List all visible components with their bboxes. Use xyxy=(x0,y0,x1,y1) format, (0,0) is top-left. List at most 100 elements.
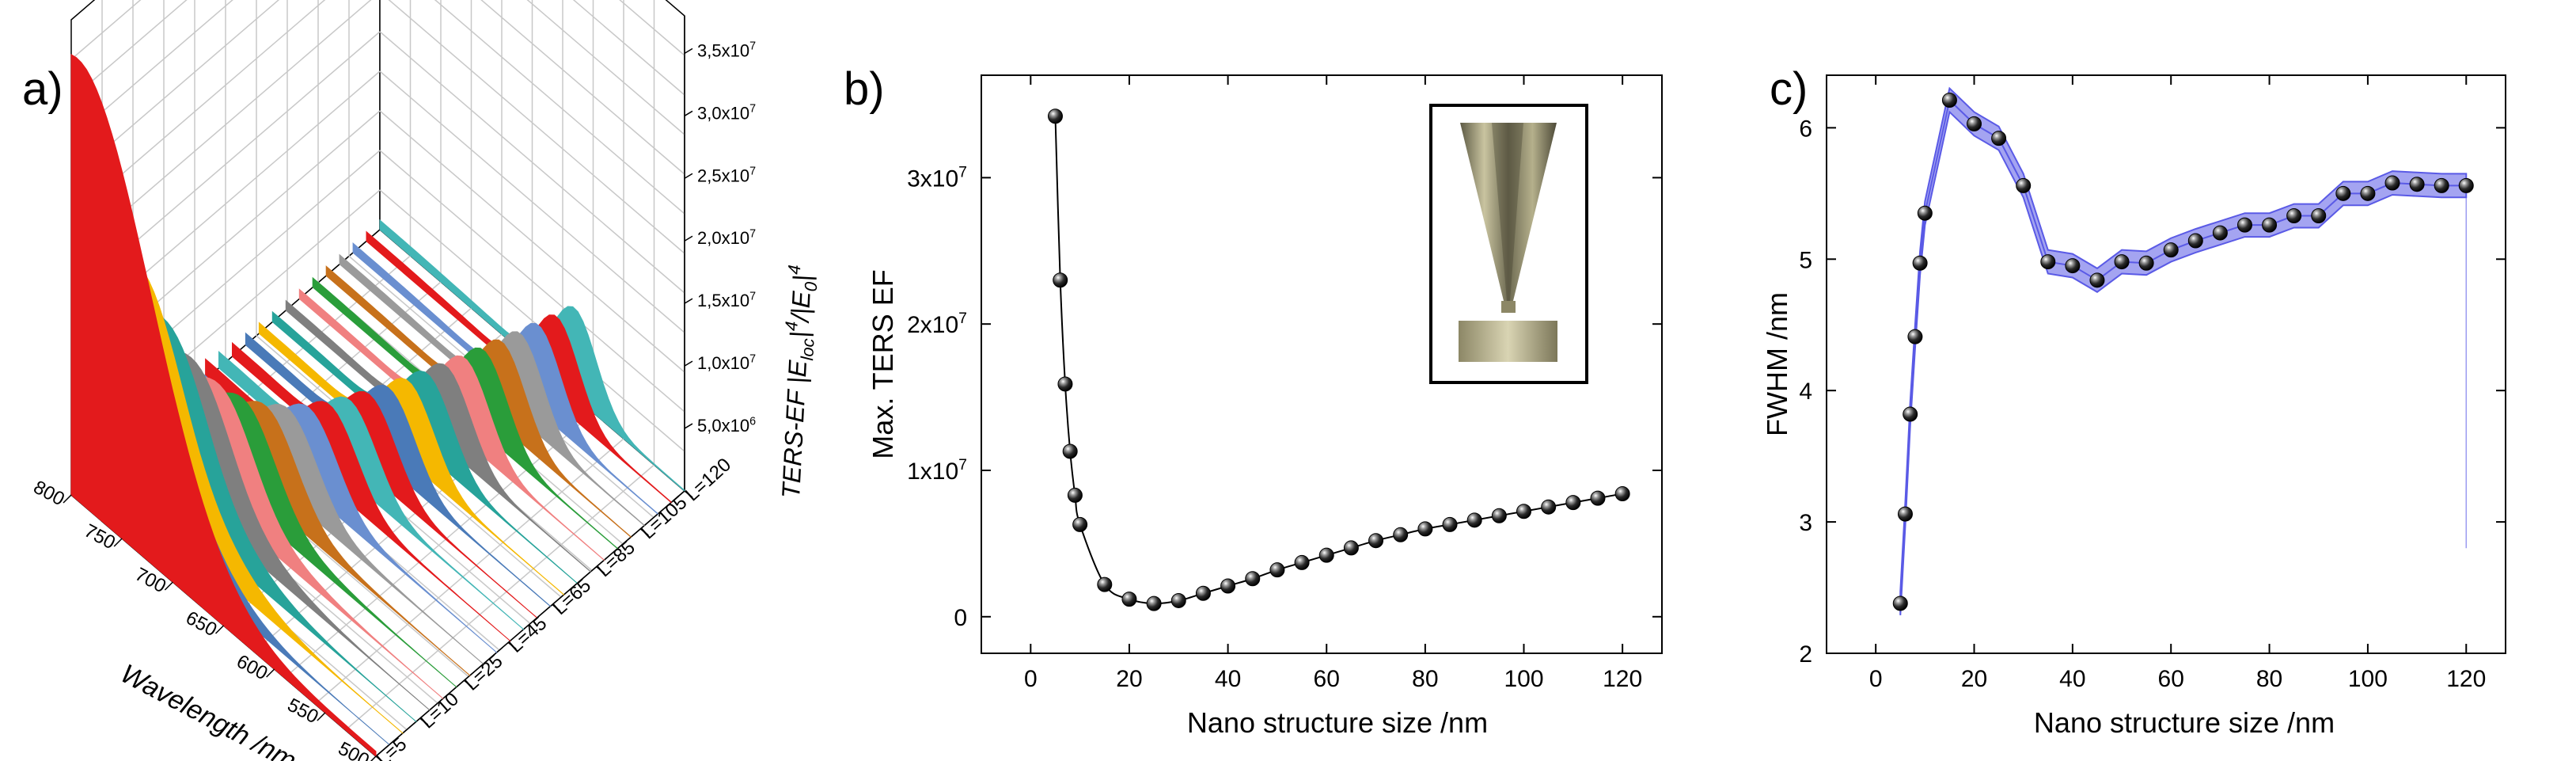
x-tick-label: 60 xyxy=(1314,666,1340,692)
data-point xyxy=(2065,258,2081,274)
z-tick-label: 1,0x107 xyxy=(697,352,756,373)
panel-b-scatter-chart: b) 0 20 40 60 80 100 120 0 1x107 2x107 3x107 Nano … xyxy=(844,63,1663,739)
data-point xyxy=(1195,585,1211,601)
data-point xyxy=(1220,578,1236,594)
data-point xyxy=(1565,495,1581,511)
y-tick-label: 5 xyxy=(1799,247,1812,273)
y-tick-label: 0 xyxy=(954,605,967,631)
data-point xyxy=(1941,93,1957,108)
x-tick-label: 80 xyxy=(2256,666,2282,692)
z-tick-label: 5,0x106 xyxy=(697,415,756,436)
x-tick-label: 800 xyxy=(30,477,68,511)
y-tick-label: 2x107 xyxy=(907,310,967,338)
z-tick-label: 3,0x107 xyxy=(697,103,756,124)
data-point xyxy=(1368,533,1384,549)
data-point xyxy=(1541,499,1557,515)
data-point xyxy=(1393,527,1409,542)
panel-a-ef-ticks: 5,0x106 1,0x107 1,5x107 2,0x107 2,5x107 3,0x1… xyxy=(684,40,756,436)
data-point xyxy=(2089,272,2105,288)
panel-c-label: c) xyxy=(1770,63,1808,115)
x-tick-mark xyxy=(214,625,225,634)
x-tick-mark xyxy=(266,668,275,678)
y-tick-label: 4 xyxy=(1799,379,1812,405)
x-tick-label: 120 xyxy=(1603,666,1642,692)
x-tick-label: 80 xyxy=(1412,666,1438,692)
data-point xyxy=(1614,486,1630,502)
data-point xyxy=(1097,576,1113,592)
data-point xyxy=(1516,504,1532,519)
x-tick-mark xyxy=(370,755,377,761)
data-point xyxy=(1146,595,1162,611)
data-point xyxy=(1903,406,1918,422)
z-tick-mark xyxy=(684,360,693,367)
x-tick-mark xyxy=(63,494,72,504)
data-point xyxy=(1590,490,1606,506)
data-point xyxy=(1072,516,1088,532)
data-point xyxy=(2163,242,2179,258)
data-point xyxy=(2262,217,2278,233)
data-point xyxy=(2040,254,2056,270)
z-tick-mark xyxy=(684,48,693,55)
y-tick-label: 3x107 xyxy=(907,163,967,192)
grid-line xyxy=(70,0,142,60)
data-point xyxy=(2236,217,2252,233)
data-point xyxy=(1917,205,1933,221)
data-point xyxy=(2212,225,2228,241)
data-point xyxy=(1057,376,1073,392)
data-point xyxy=(1067,487,1083,503)
panel-a-z-axis-title: TERS-EF |Eloc|4/|E0|4 xyxy=(772,264,821,500)
panel-a-label: a) xyxy=(22,63,63,115)
data-point xyxy=(2114,254,2130,270)
panel-c-plot-frame xyxy=(1826,74,2506,654)
x-tick-mark xyxy=(317,712,326,721)
panel-c-fwhm-chart: c) 0 20 40 60 80 100 120 2 3 4 5 6 Nano structure s… xyxy=(1761,63,2506,739)
data-point xyxy=(1417,521,1433,537)
x-tick-label: 40 xyxy=(1215,666,1241,692)
x-tick-label: 0 xyxy=(1024,666,1038,692)
data-point xyxy=(1062,443,1078,459)
grid-line xyxy=(572,0,685,96)
data-point xyxy=(1967,116,1982,131)
z-tick-mark xyxy=(684,173,693,179)
data-point xyxy=(2311,208,2327,224)
data-point xyxy=(1121,592,1137,607)
panel-b-label: b) xyxy=(844,63,885,115)
y-tick-mark xyxy=(639,528,649,536)
panel-c-axis-ticks: 0 20 40 60 80 100 120 2 3 4 5 6 xyxy=(1799,75,2506,692)
z-tick-label: 3,5x107 xyxy=(697,40,756,61)
grid-line xyxy=(619,0,685,56)
data-point xyxy=(1442,516,1458,532)
panel-c-x-axis-title: Nano structure size /nm xyxy=(2034,706,2335,739)
panel-b-y-axis-title: Max. TERS EF xyxy=(867,269,899,459)
panel-c-line xyxy=(1899,98,2467,604)
data-point xyxy=(2409,177,2425,192)
z-tick-mark xyxy=(684,235,693,242)
data-point xyxy=(2187,233,2203,249)
panel-c-error-band xyxy=(1899,86,2468,615)
panel-a-series-group xyxy=(70,54,685,758)
data-point xyxy=(1053,272,1068,288)
x-tick-mark xyxy=(164,581,173,591)
data-point xyxy=(2016,177,2032,193)
data-point xyxy=(2360,185,2376,201)
axis-line xyxy=(375,490,685,757)
data-point xyxy=(2434,177,2449,193)
x-tick-label: 100 xyxy=(2348,666,2388,692)
data-point xyxy=(1269,562,1285,578)
x-tick-label: 60 xyxy=(2158,666,2184,692)
panel-b-x-axis-title: Nano structure size /nm xyxy=(1187,706,1488,739)
y-tick-mark xyxy=(375,755,383,761)
data-point xyxy=(1047,108,1063,124)
panel-b-tip-inset xyxy=(1429,104,1588,384)
z-tick-mark xyxy=(684,423,693,429)
data-point xyxy=(1897,506,1913,522)
data-point xyxy=(1892,595,1908,611)
y-tick-label: 6 xyxy=(1799,116,1812,142)
x-tick-label: 20 xyxy=(1961,666,1987,692)
data-point xyxy=(1907,329,1923,344)
data-point xyxy=(1991,131,2007,146)
z-tick-mark xyxy=(684,110,693,116)
panel-b-axis-ticks: 0 20 40 60 80 100 120 0 1x107 2x107 3x107 xyxy=(907,75,1662,692)
